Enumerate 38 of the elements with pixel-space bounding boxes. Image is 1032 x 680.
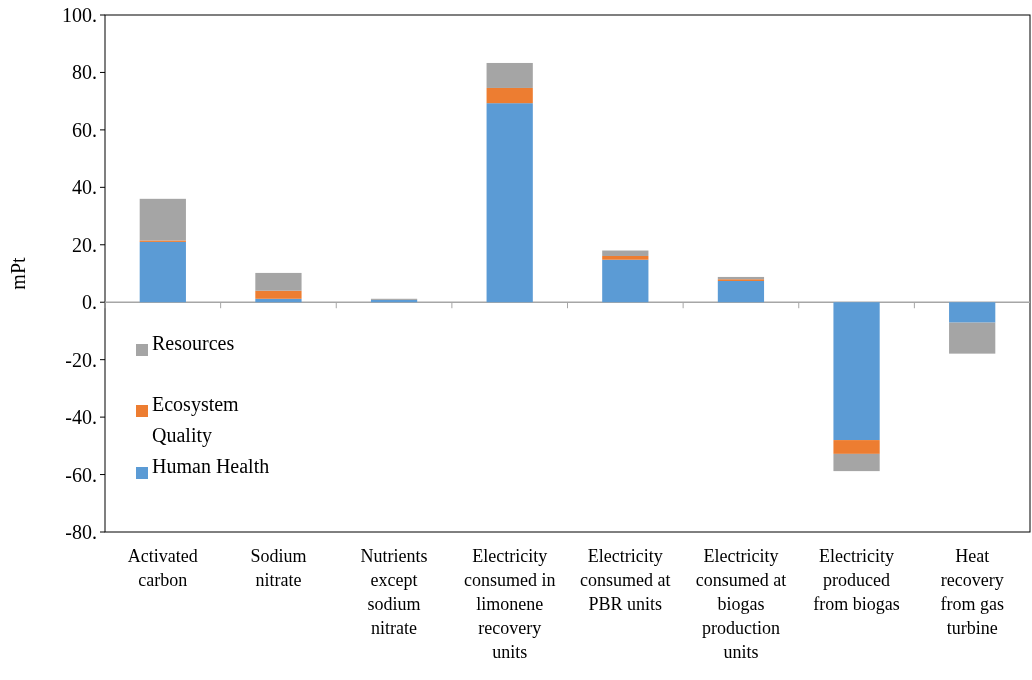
legend-label: Human Health	[152, 455, 270, 477]
x-tick-label: Electricity produced from biogas	[813, 546, 900, 614]
y-tick-label: -80.	[65, 521, 97, 543]
bar	[833, 440, 880, 454]
legend-label: Ecosystem Quality	[152, 393, 240, 447]
x-tick-label: Sodium nitrate	[250, 546, 307, 590]
x-tick-label: Electricity consumed at PBR units	[580, 546, 671, 614]
y-tick-label: 100.	[62, 4, 97, 26]
bar	[486, 62, 533, 88]
y-tick-label: 40.	[72, 176, 97, 199]
x-tick-label: Activated carbon	[127, 546, 198, 590]
bar	[255, 290, 302, 299]
bar	[602, 259, 649, 303]
x-tick-label: Electricity consumed in limonene recovery units	[463, 546, 556, 662]
y-tick-label: -60.	[65, 463, 97, 486]
bar	[139, 198, 186, 241]
x-tick-label: Nutrients except sodium nitrate	[360, 546, 428, 638]
bar	[486, 87, 533, 104]
y-tick-label: -40.	[65, 406, 97, 429]
bar	[255, 272, 302, 291]
bar	[833, 453, 880, 472]
y-axis-title: mPt	[7, 256, 29, 290]
x-tick-label: Heat recovery from gas turbine	[940, 546, 1004, 638]
y-tick-label: -20.	[65, 348, 97, 371]
bar	[139, 241, 186, 303]
y-tick-label: 60.	[72, 118, 97, 141]
bar	[717, 280, 765, 303]
bar	[949, 302, 996, 323]
bar	[602, 250, 649, 256]
legend-label: Resources	[152, 332, 235, 354]
y-tick-label: 80.	[72, 61, 97, 84]
bar	[833, 302, 880, 441]
x-tick-label: Electricity consumed at biogas production units	[695, 546, 787, 662]
bar	[949, 322, 996, 354]
bar	[486, 103, 533, 303]
y-tick-label: 20.	[72, 233, 97, 256]
y-tick-label: 0.	[82, 291, 97, 314]
bar	[602, 255, 649, 260]
